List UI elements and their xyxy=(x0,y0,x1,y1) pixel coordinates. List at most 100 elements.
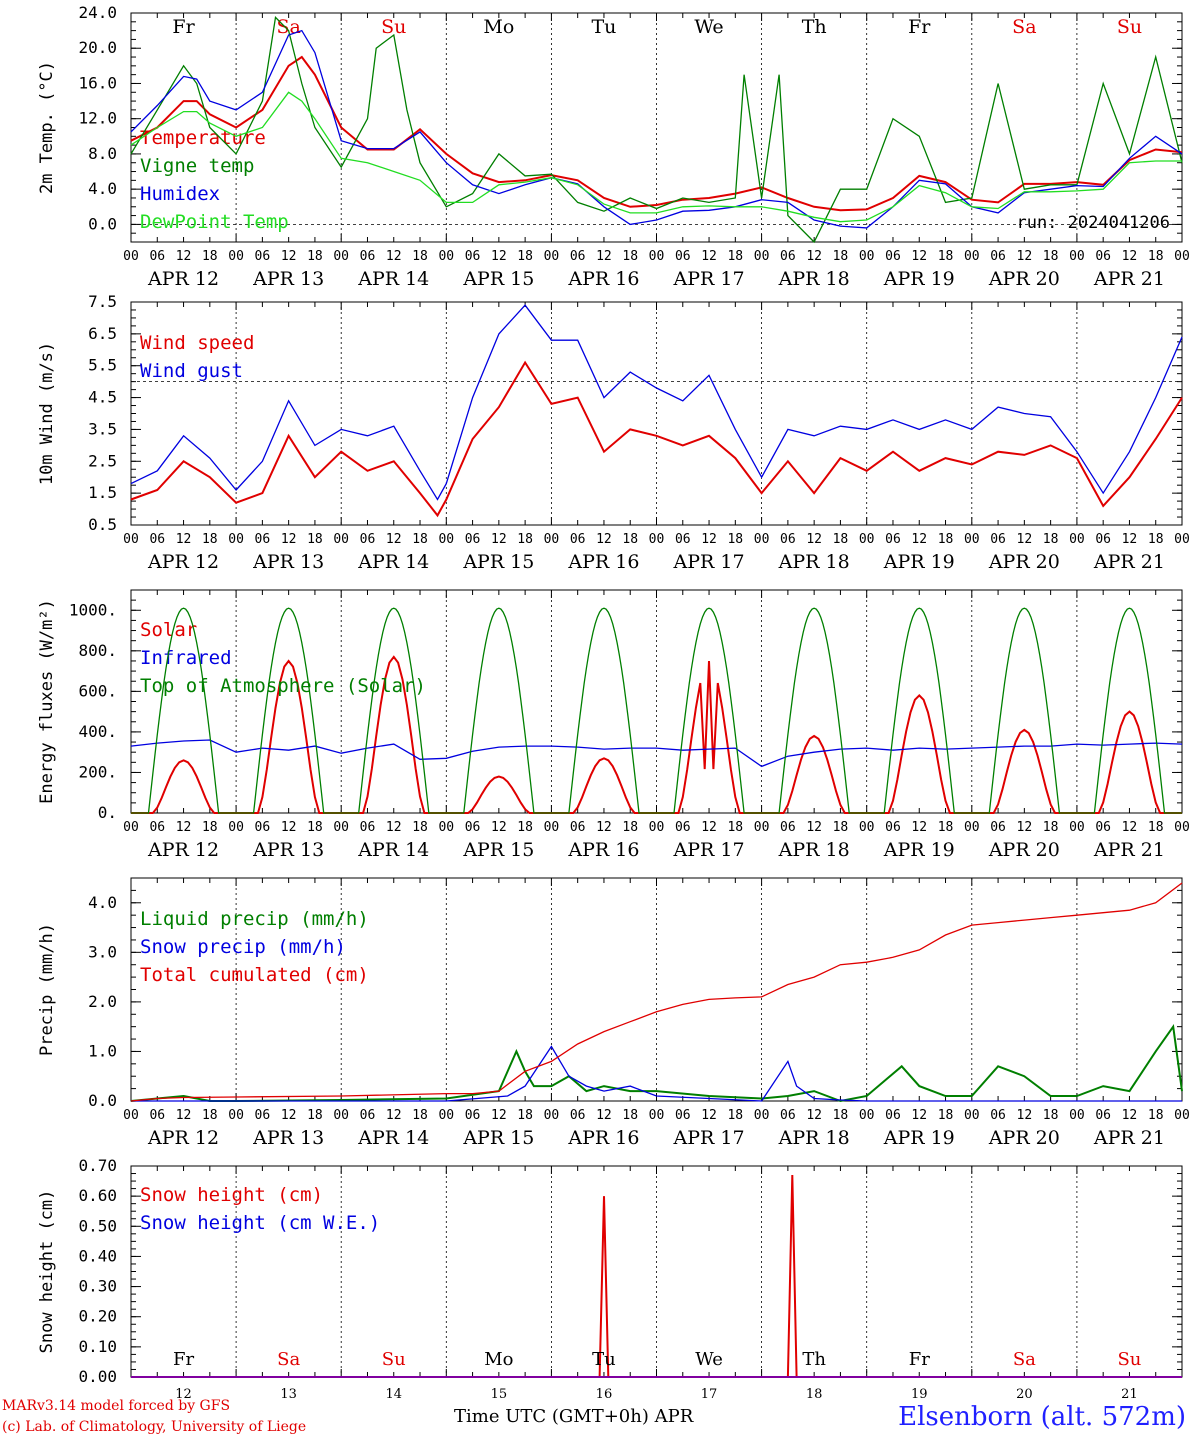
date-label: APR 15 xyxy=(462,551,534,573)
hour-tick-label: 18 xyxy=(412,249,428,264)
hour-tick-label: 00 xyxy=(964,249,980,264)
y-tick-label: 0.00 xyxy=(78,1367,117,1386)
date-label: APR 17 xyxy=(673,551,745,573)
y-tick-label: 0.0 xyxy=(88,1091,117,1110)
hour-tick-label: 00 xyxy=(649,820,665,835)
hour-tick-label: 06 xyxy=(149,532,165,547)
series-line xyxy=(131,1045,1182,1102)
y-tick-label: 0.20 xyxy=(78,1307,117,1326)
hour-tick-label: 18 xyxy=(938,1108,954,1123)
hour-tick-label: 18 xyxy=(938,532,954,547)
hour-tick-label: 06 xyxy=(780,249,796,264)
hour-tick-label: 00 xyxy=(544,1108,560,1123)
hour-tick-label: 06 xyxy=(255,532,271,547)
x-axis-title: Time UTC (GMT+0h) APR xyxy=(454,1406,694,1427)
hour-tick-label: 06 xyxy=(990,820,1006,835)
hour-tick-label: 00 xyxy=(438,249,454,264)
hour-tick-label: 18 xyxy=(1043,820,1059,835)
hour-tick-label: 00 xyxy=(754,820,770,835)
y-tick-label: 0. xyxy=(98,803,117,822)
hour-tick-label: 06 xyxy=(465,532,481,547)
date-label: APR 16 xyxy=(567,839,639,861)
hour-tick-label: 18 xyxy=(412,532,428,547)
hour-tick-label: 00 xyxy=(228,820,244,835)
date-number-label: 14 xyxy=(385,1387,402,1402)
y-tick-label: 2.0 xyxy=(88,992,117,1011)
hour-tick-label: 06 xyxy=(360,249,376,264)
lab-credit: (c) Lab. of Climatology, University of L… xyxy=(2,1419,307,1435)
hour-tick-label: 12 xyxy=(386,1108,402,1123)
legend-entry: Liquid precip (mm/h) xyxy=(140,908,369,930)
hour-tick-label: 18 xyxy=(412,820,428,835)
hour-tick-label: 06 xyxy=(360,1108,376,1123)
hour-tick-label: 18 xyxy=(1043,249,1059,264)
series-line xyxy=(130,360,1183,518)
date-label: APR 15 xyxy=(462,1127,534,1149)
hour-tick-label: 06 xyxy=(885,820,901,835)
hour-tick-label: 18 xyxy=(833,1108,849,1123)
hour-tick-label: 00 xyxy=(544,249,560,264)
hour-tick-label: 18 xyxy=(727,532,743,547)
hour-tick-label: 18 xyxy=(202,249,218,264)
y-axis-label: Precip (mm/h) xyxy=(37,923,57,1056)
hour-tick-label: 18 xyxy=(307,532,323,547)
day-name-label: Mo xyxy=(483,16,514,38)
hour-tick-label: 18 xyxy=(1043,532,1059,547)
hour-tick-label: 12 xyxy=(491,1108,507,1123)
y-axis-label: 2m Temp. (°C) xyxy=(37,61,57,194)
hour-tick-label: 12 xyxy=(386,249,402,264)
hour-tick-label: 18 xyxy=(307,249,323,264)
day-name-label: Sa xyxy=(1013,1349,1036,1370)
y-tick-label: 1.0 xyxy=(88,1041,117,1060)
hour-tick-label: 12 xyxy=(1122,820,1138,835)
hour-tick-label: 00 xyxy=(438,820,454,835)
y-tick-label: 16.0 xyxy=(78,73,117,92)
hour-tick-label: 06 xyxy=(1095,1108,1111,1123)
y-tick-label: 0.30 xyxy=(78,1277,117,1296)
hour-tick-label: 00 xyxy=(333,532,349,547)
hour-tick-label: 18 xyxy=(1148,1108,1164,1123)
hour-tick-label: 00 xyxy=(1174,532,1190,547)
hour-tick-label: 06 xyxy=(885,249,901,264)
run-label: run: 2024041206 xyxy=(1016,213,1170,233)
date-number-label: 20 xyxy=(1016,1387,1033,1402)
y-tick-label: 7.5 xyxy=(88,292,117,311)
hour-tick-label: 06 xyxy=(1095,249,1111,264)
day-name-label: Th xyxy=(802,1349,826,1370)
date-label: APR 20 xyxy=(988,1127,1060,1149)
hour-tick-label: 06 xyxy=(990,1108,1006,1123)
model-credit: MARv3.14 model forced by GFS xyxy=(2,1398,231,1414)
date-label: APR 19 xyxy=(883,268,955,290)
hour-tick-label: 00 xyxy=(438,1108,454,1123)
legend-entry: Total cumulated (cm) xyxy=(140,964,369,986)
hour-tick-label: 06 xyxy=(780,1108,796,1123)
legend-entry: DewPoint Temp xyxy=(140,211,289,233)
hour-tick-label: 00 xyxy=(1069,249,1085,264)
y-tick-label: 1000. xyxy=(69,600,117,619)
legend-entry: Vigne temp xyxy=(140,155,254,177)
date-number-label: 21 xyxy=(1121,1387,1138,1402)
hour-tick-label: 12 xyxy=(1122,1108,1138,1123)
legend-entry: Snow height (cm) xyxy=(140,1184,323,1206)
y-tick-label: 200. xyxy=(78,762,117,781)
y-axis-label: 10m Wind (m/s) xyxy=(37,342,57,485)
hour-tick-label: 06 xyxy=(780,820,796,835)
hour-tick-label: 06 xyxy=(360,820,376,835)
date-label: APR 21 xyxy=(1093,839,1165,861)
y-axis-label: Snow height (cm) xyxy=(37,1190,57,1354)
series-line xyxy=(130,16,1183,244)
date-label: APR 17 xyxy=(673,1127,745,1149)
day-name-label: Su xyxy=(1117,16,1142,38)
date-number-label: 18 xyxy=(806,1387,823,1402)
hour-tick-label: 12 xyxy=(1122,249,1138,264)
hour-tick-label: 18 xyxy=(727,1108,743,1123)
hour-tick-label: 18 xyxy=(517,249,533,264)
legend-entry: Temperature xyxy=(140,127,266,149)
y-tick-label: 6.5 xyxy=(88,324,117,343)
y-tick-label: 3.0 xyxy=(88,942,117,961)
legend-entry: Infrared xyxy=(140,647,232,669)
hour-tick-label: 18 xyxy=(938,249,954,264)
date-label: APR 13 xyxy=(252,1127,324,1149)
day-name-label: Th xyxy=(802,16,827,38)
